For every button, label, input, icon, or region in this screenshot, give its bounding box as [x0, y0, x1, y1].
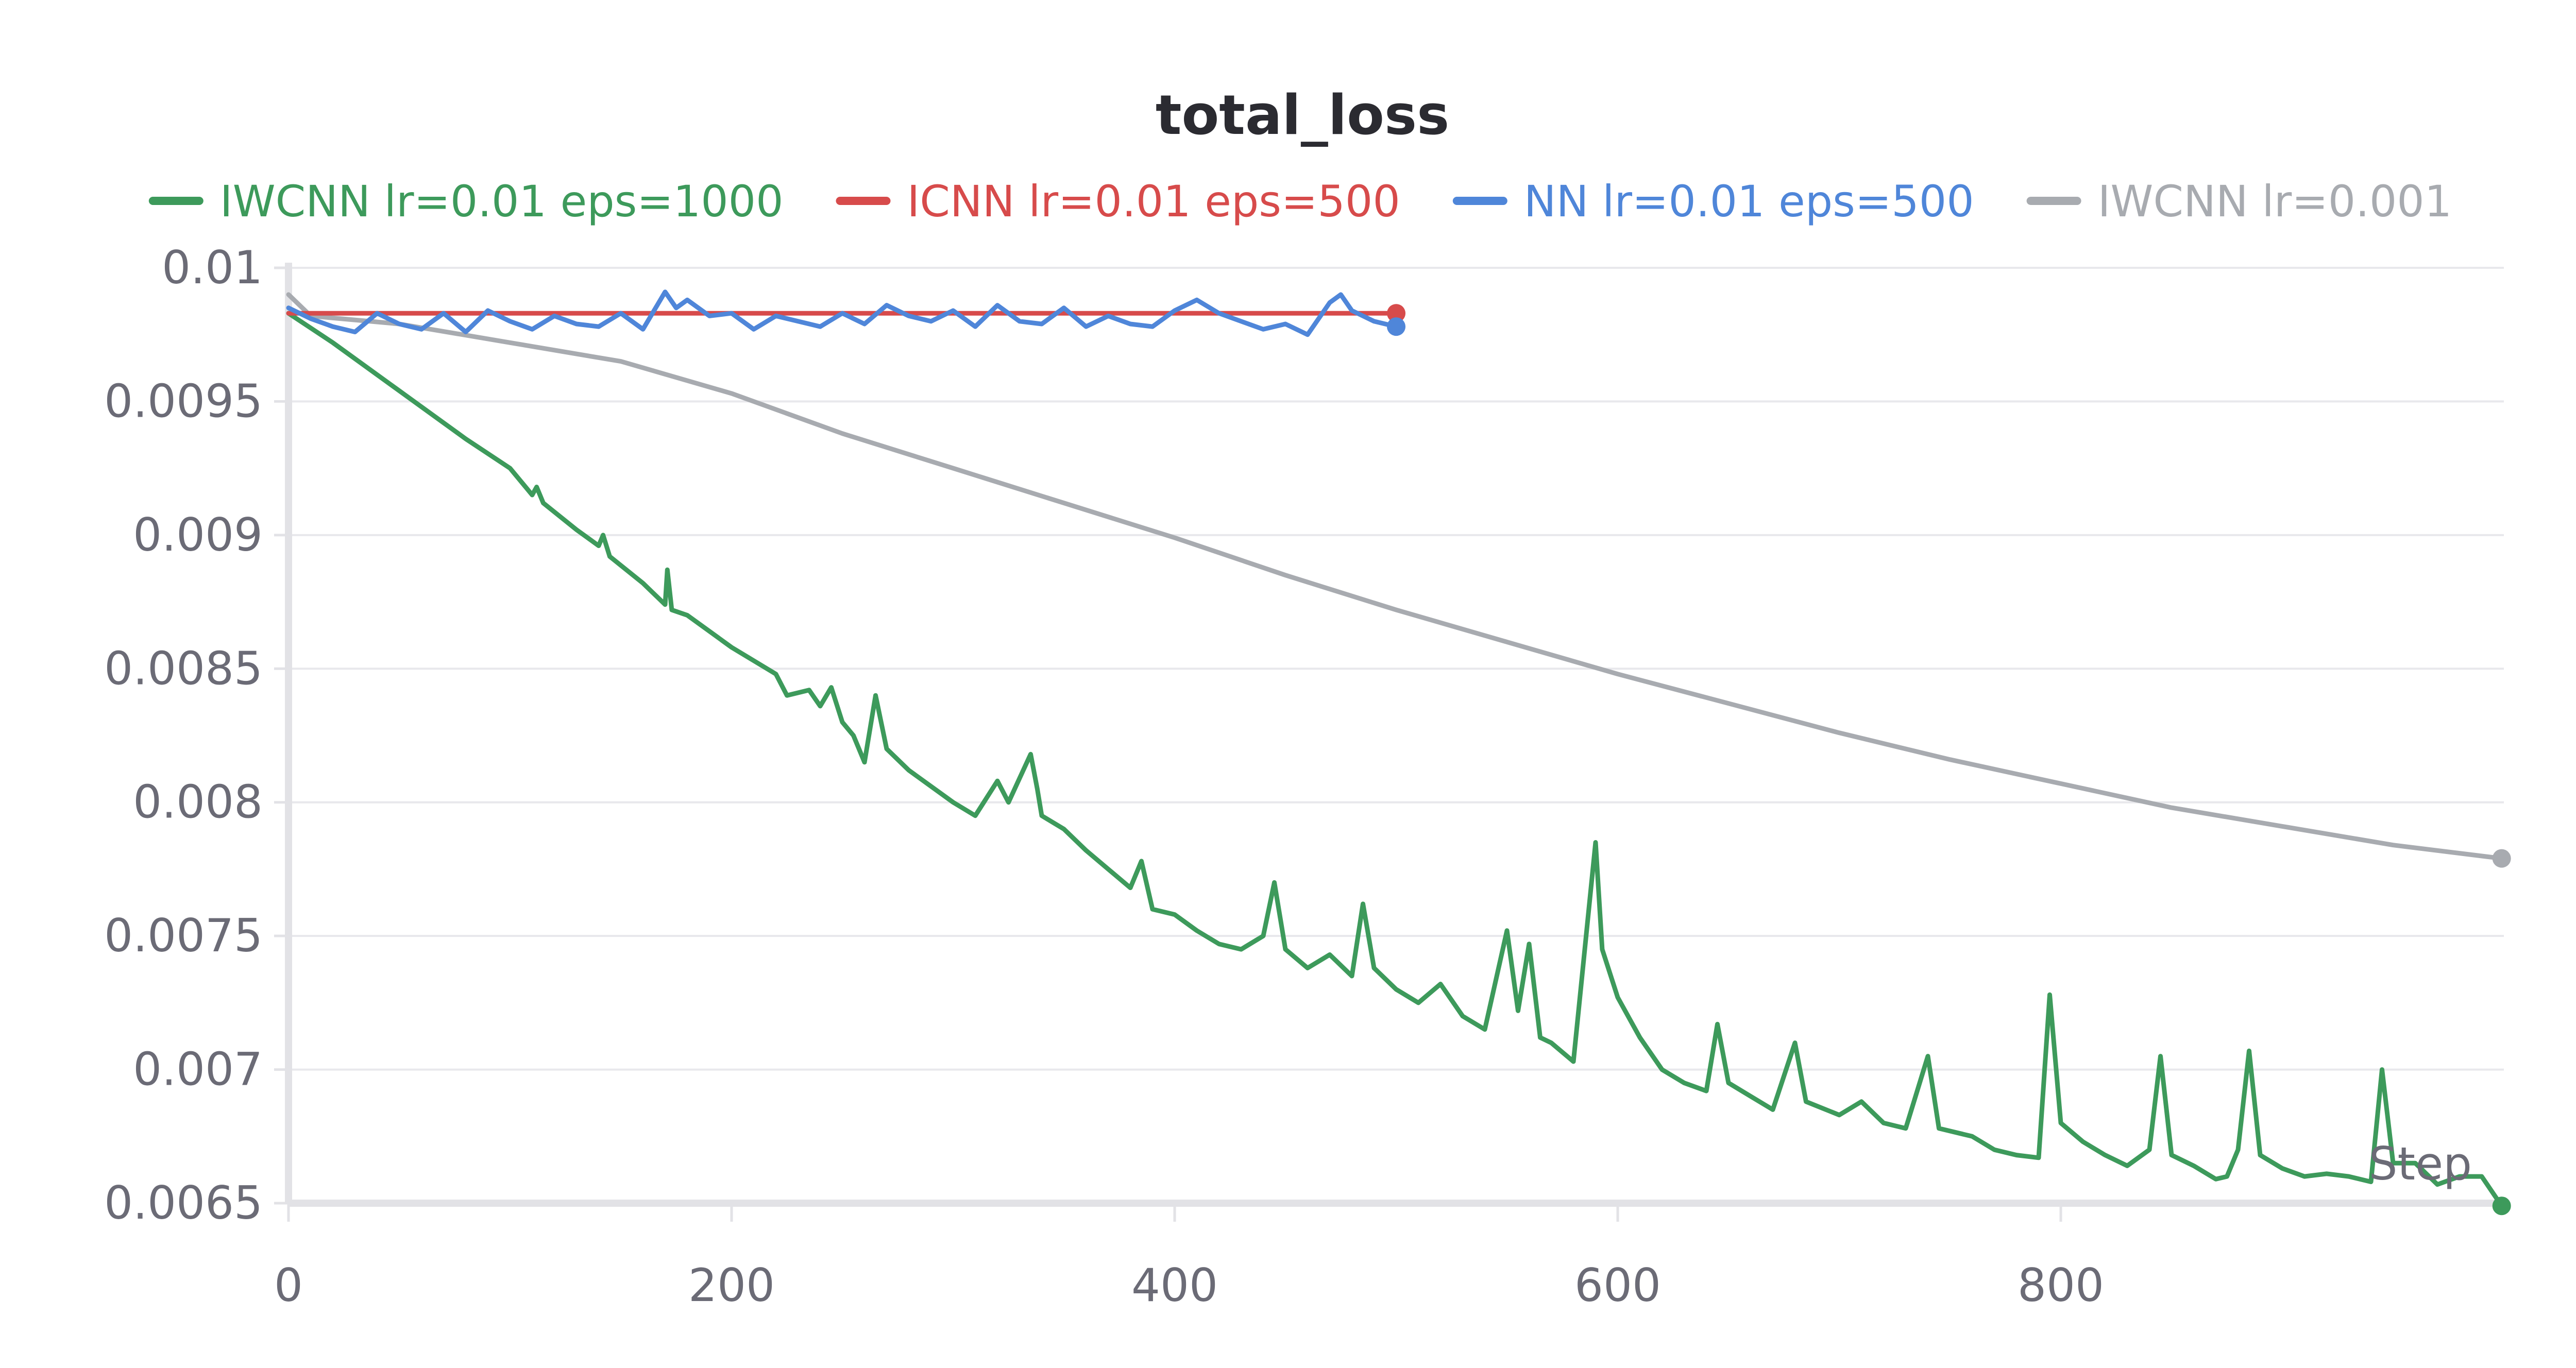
x-tick-label: 600 — [1574, 1259, 1661, 1312]
legend-item[interactable]: NN lr=0.01 eps=500 — [1452, 176, 1974, 227]
x-axis-title: Step — [2369, 1137, 2472, 1190]
y-tick-label: 0.008 — [133, 776, 263, 829]
legend-item[interactable]: IWCNN lr=0.01 eps=1000 — [148, 176, 784, 227]
y-tick-label: 0.01 — [162, 241, 263, 294]
legend: IWCNN lr=0.01 eps=1000 ICNN lr=0.01 eps=5… — [148, 176, 2452, 227]
legend-label: ICNN lr=0.01 eps=500 — [907, 176, 1400, 227]
legend-label: IWCNN lr=0.001 — [2098, 176, 2452, 227]
series-end-point — [2492, 849, 2511, 868]
grid — [289, 267, 2504, 1204]
series-line — [286, 289, 1399, 337]
legend-label: IWCNN lr=0.01 eps=1000 — [220, 176, 784, 227]
y-tick-label: 0.0065 — [104, 1176, 263, 1229]
x-tick-label: 800 — [2018, 1259, 2104, 1312]
x-tick-label: 200 — [688, 1259, 775, 1312]
legend-item[interactable]: IWCNN lr=0.001 — [2026, 176, 2452, 227]
y-tick-label: 0.009 — [133, 508, 263, 561]
axes: 0.0065 0.007 0.0075 0.008 0.0085 0.009 0.0095 0… — [104, 241, 2504, 1312]
series-end-point — [1387, 317, 1405, 336]
y-tick-label: 0.0095 — [104, 374, 263, 427]
series-group — [286, 289, 2511, 1216]
series-line — [286, 292, 2504, 861]
y-tick-label: 0.007 — [133, 1043, 263, 1096]
legend-label: NN lr=0.01 eps=500 — [1524, 176, 1974, 227]
x-tick-label: 400 — [1131, 1259, 1218, 1312]
chart-title: total_loss — [1156, 83, 1449, 147]
series-line — [286, 311, 2504, 1208]
legend-item[interactable]: ICNN lr=0.01 eps=500 — [836, 176, 1400, 227]
x-tick-label: 0 — [274, 1259, 303, 1312]
y-tick-label: 0.0075 — [104, 909, 263, 962]
y-tick-label: 0.0085 — [104, 642, 263, 695]
series-end-point — [1387, 304, 1405, 323]
series-end-point — [2492, 1196, 2511, 1216]
